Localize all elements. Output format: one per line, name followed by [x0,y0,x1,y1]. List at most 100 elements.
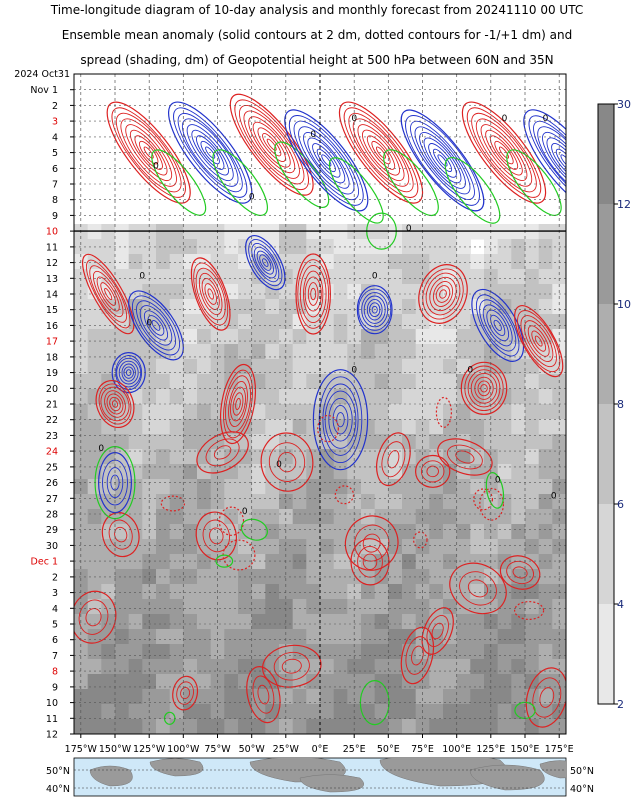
positive-anomaly [467,579,489,598]
spread-cell [238,314,253,330]
spread-cell [115,629,130,645]
spread-cell [292,584,307,600]
spread-cell [142,509,157,525]
x-tick-label: 75°E [411,744,434,755]
spread-cell [320,359,335,375]
positive-anomaly [106,101,191,204]
spread-cell [87,404,102,420]
contour-label: 0 [249,193,255,203]
spread-cell [470,689,485,705]
spread-cell [251,404,266,420]
spread-cell [552,449,566,465]
spread-cell [128,434,143,450]
positive-anomaly [494,140,514,165]
spread-cell [279,569,294,585]
grid-lines [74,74,566,734]
spread-cell [429,569,444,585]
spread-cell [306,344,321,360]
x-tick-label: 75°W [204,744,231,755]
spread-cell [183,614,198,630]
spread-cell [115,314,130,330]
spread-cell [115,464,130,480]
spread-cell [238,629,253,645]
spread-cell [115,644,130,660]
spread-cell [388,284,403,300]
spread-cell [497,419,512,435]
spread-cell [525,539,540,555]
spread-cell [484,629,499,645]
spread-cell [374,524,389,540]
spread-cell [497,389,512,405]
spread-cell [169,554,184,570]
spread-cell [511,584,526,600]
positive-anomaly [512,566,528,579]
spread-cell [156,719,171,734]
spread-cell [415,569,430,585]
spread-cell [210,314,225,330]
spread-cell [443,554,458,570]
spread-cell [361,674,376,690]
spread-cell [210,629,225,645]
spread-cell [456,479,471,495]
spread-cell [511,629,526,645]
spread-cell [265,344,280,360]
negative-anomaly [312,143,341,178]
spread-cell [156,359,171,375]
positive-anomaly [193,262,229,326]
spread-cell [347,329,362,345]
positive-anomaly [257,684,270,705]
zero-contour [444,157,501,224]
spread-cell [156,434,171,450]
map-lat-label: 50°N [46,766,70,777]
spread-cell [210,494,225,510]
spread-cell [374,674,389,690]
spread-cell [538,434,553,450]
spread-cell [142,359,157,375]
positive-anomaly [219,363,257,445]
spread-cell [183,674,198,690]
spread-cell [224,569,239,585]
spread-cell [456,674,471,690]
spread-cell [210,344,225,360]
zero-contour [560,150,632,231]
spread-cell [320,494,335,510]
spread-cell [169,374,184,390]
positive-anomaly [405,636,430,675]
spread-cell [224,479,239,495]
colorbar-tick-label: 2 [617,698,624,711]
spread-cell [361,479,376,495]
spread-cell [197,389,212,405]
spread-cell [333,644,348,660]
spread-cell [156,584,171,600]
spread-cell [429,419,444,435]
spread-cell [87,524,102,540]
spread-cell [210,404,225,420]
spread-cell [374,389,389,405]
spread-cell [429,494,444,510]
spread-cell [484,569,499,585]
spread-cell [156,554,171,570]
spread-cell [169,614,184,630]
title-line-3: spread (shading, dm) of Geopotential hei… [80,53,554,67]
zero-contour [212,149,268,216]
spread-cell [128,344,143,360]
y-tick-label: 4 [52,132,58,143]
contour-label: 0 [146,318,152,328]
spread-cell [197,269,212,285]
spread-cell [361,659,376,675]
dotted-anomaly [473,488,494,511]
spread-cell [251,449,266,465]
spread-cell [333,689,348,705]
spread-cell [74,269,89,285]
positive-anomaly [78,599,109,635]
spread-cell [525,659,540,675]
spread-cell [265,539,280,555]
spread-cell [238,269,253,285]
x-tick-label: 175°E [545,744,574,755]
spread-cell [197,674,212,690]
spread-cell [265,419,280,435]
y-tick-label: 11 [46,242,58,253]
spread-cell [197,539,212,555]
spread-cell [128,644,143,660]
spread-cell [443,449,458,465]
